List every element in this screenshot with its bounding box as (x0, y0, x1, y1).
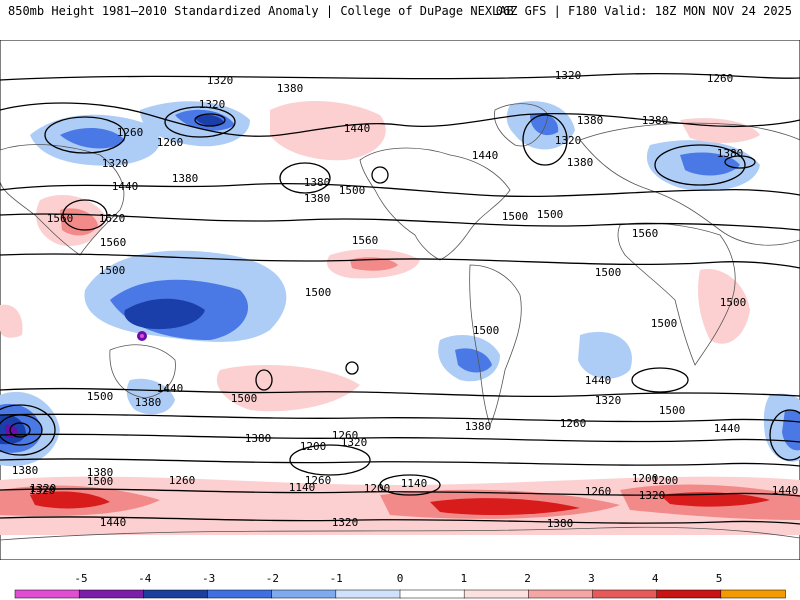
contour-label: 1320 (639, 489, 666, 502)
map-title: 850mb Height 1981–2010 Standardized Anom… (8, 4, 514, 18)
colorbar-swatch (657, 590, 722, 598)
contour-label: 1260 (169, 474, 196, 487)
contour-label: 1500 (339, 184, 366, 197)
contour-label: 1380 (465, 420, 492, 433)
contour-label: 1320 (207, 74, 234, 87)
colorbar-tick-label: 1 (460, 572, 467, 585)
contour-label: 1260 (157, 136, 184, 149)
contour-label: 1320 (30, 482, 57, 495)
contour-label: 1500 (659, 404, 686, 417)
contour-label: 1440 (112, 180, 139, 193)
contour-label: 1140 (289, 481, 316, 494)
colorbar-tick-label: 3 (588, 572, 595, 585)
contour-label: 1320 (332, 516, 359, 529)
contour-label: 1320 (555, 134, 582, 147)
colorbar-swatch (528, 590, 593, 598)
colorbar-ticks: -5 -4 -3 -2 -1 0 1 2 3 4 5 (74, 572, 722, 585)
contour-label: 1560 (632, 227, 659, 240)
contour-label: 1440 (344, 122, 371, 135)
colorbar-swatches (15, 590, 786, 598)
colorbar-tick-label: -4 (138, 572, 152, 585)
contour-label: 1380 (642, 114, 669, 127)
colorbar-tick-label: 5 (716, 572, 723, 585)
contour-label: 1440 (714, 422, 741, 435)
colorbar-swatch (208, 590, 273, 598)
colorbar-tick-label: 2 (524, 572, 531, 585)
contour-label: 1500 (231, 392, 258, 405)
colorbar-swatch (336, 590, 401, 598)
contour-label: 1200 (364, 482, 391, 495)
contour-label: 1500 (720, 296, 747, 309)
colorbar-tick-label: -1 (330, 572, 343, 585)
contour-label: 1140 (401, 477, 428, 490)
colorbar-swatch (400, 590, 465, 598)
contour-label: 1500 (651, 317, 678, 330)
contour-label: 1560 (47, 212, 74, 225)
colorbar-tick-label: -2 (266, 572, 279, 585)
colorbar-swatch (272, 590, 337, 598)
contour-label: 1560 (100, 236, 127, 249)
colorbar-tick-label: -3 (202, 572, 215, 585)
contour-label: 1380 (172, 172, 199, 185)
contour-label: 1260 (707, 72, 734, 85)
contour-label: 1320 (199, 98, 226, 111)
contour-label: 1380 (245, 432, 272, 445)
contour-label: 1380 (567, 156, 594, 169)
contour-label: 1440 (585, 374, 612, 387)
contour-label: 1380 (547, 517, 574, 530)
contour-label: 1260 (332, 429, 359, 442)
contour-label: 1500 (537, 208, 564, 221)
contour-label: 1500 (87, 475, 114, 488)
colorbar: -5 -4 -3 -2 -1 0 1 2 3 4 5 (0, 568, 800, 600)
colorbar-swatch (15, 590, 80, 598)
contour-label: 1620 (99, 212, 126, 225)
contour-label: 1380 (304, 192, 331, 205)
model-run-info: 06Z GFS | F180 Valid: 18Z MON NOV 24 202… (496, 4, 792, 18)
colorbar-swatch (143, 590, 208, 598)
contour-label: 1440 (472, 149, 499, 162)
contour-label: 1500 (502, 210, 529, 223)
contour-label: 1380 (12, 464, 39, 477)
contour-label: 1440 (772, 484, 799, 497)
colorbar-tick-label: -5 (74, 572, 87, 585)
colorbar-swatch (721, 590, 786, 598)
colorbar-tick-label: 0 (397, 572, 404, 585)
contour-label: 1500 (473, 324, 500, 337)
contour-label: 1380 (304, 176, 331, 189)
contour-label: 1500 (305, 286, 332, 299)
contour-label: 1320 (595, 394, 622, 407)
contour-label: 1440 (157, 382, 184, 395)
contour-label: 1440 (100, 516, 127, 529)
anomaly-map: 13201380132012601260132014401380 13801500… (0, 40, 800, 560)
contour-label: 1200 (300, 440, 327, 453)
colorbar-swatch (79, 590, 144, 598)
contour-label: 1380 (277, 82, 304, 95)
contour-label: 1320 (555, 69, 582, 82)
contour-label: 1500 (99, 264, 126, 277)
contour-label: 1260 (585, 485, 612, 498)
colorbar-swatch (593, 590, 658, 598)
contour-label: 1260 (560, 417, 587, 430)
contour-label: 1500 (595, 266, 622, 279)
contour-label: 1380 (135, 396, 162, 409)
contour-label: 1200 (632, 472, 659, 485)
contour-label: 1560 (352, 234, 379, 247)
contour-label: 1380 (717, 147, 744, 160)
colorbar-tick-label: 4 (652, 572, 659, 585)
contour-label: 1320 (102, 157, 129, 170)
colorbar-swatch (464, 590, 529, 598)
contour-label: 1500 (87, 390, 114, 403)
contour-label: 1260 (117, 126, 144, 139)
contour-label: 1380 (577, 114, 604, 127)
